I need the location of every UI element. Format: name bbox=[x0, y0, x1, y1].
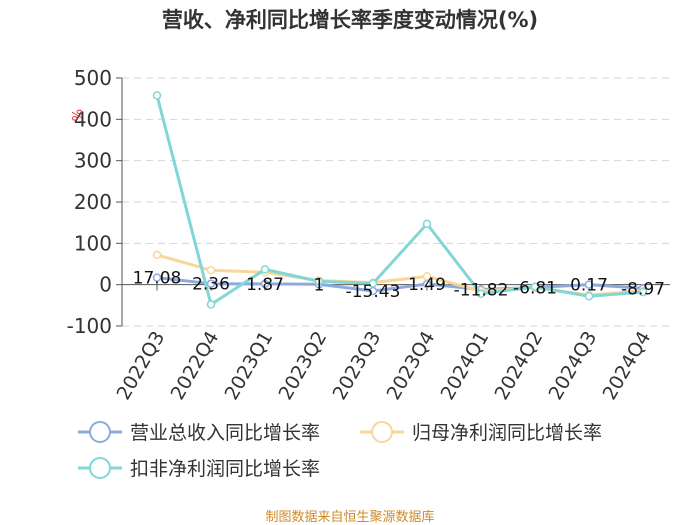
data-point bbox=[530, 282, 540, 291]
data-label: 2.36 bbox=[192, 275, 230, 295]
data-point bbox=[260, 279, 270, 289]
data-point bbox=[584, 280, 594, 289]
data-point bbox=[422, 219, 432, 229]
data-label: 17.08 bbox=[133, 269, 182, 289]
x-tick-label: 2022Q3 bbox=[113, 328, 170, 404]
data-label-layer: 17.08 2.36 1.87 1 -15.43 1.49 -11.82 -6.81 0.17-… bbox=[133, 269, 665, 302]
data-point bbox=[314, 277, 324, 286]
y-tick-label: 400 bbox=[74, 107, 112, 131]
data-point bbox=[476, 289, 486, 299]
legend-swatch-marker bbox=[89, 457, 111, 479]
y-tick-label: 0 bbox=[99, 273, 112, 297]
x-tick-label: 2023Q1 bbox=[221, 328, 278, 404]
data-label: 0.17 bbox=[570, 276, 608, 296]
y-tick-label: 200 bbox=[74, 190, 112, 214]
chart-title: 营收、净利同比增长率季度变动情况(%) bbox=[162, 8, 538, 32]
data-label: 1.49 bbox=[408, 275, 446, 295]
legend-swatch-marker bbox=[89, 421, 111, 443]
axis-layer: -10001002003004005002022Q32022Q42023Q120… bbox=[67, 66, 670, 404]
data-label: 1.87 bbox=[246, 275, 284, 295]
data-label: -15.43 bbox=[346, 282, 401, 302]
data-point bbox=[368, 279, 378, 288]
legend-swatch-marker bbox=[371, 421, 393, 443]
y-axis-unit-label: % bbox=[71, 109, 86, 121]
y-tick-label: 300 bbox=[74, 149, 112, 173]
grid-layer bbox=[122, 77, 670, 327]
legend-label: 扣非净利润同比增长率 bbox=[130, 458, 320, 480]
data-label: -6.81 bbox=[513, 278, 557, 298]
x-tick-label: 2024Q1 bbox=[437, 328, 494, 404]
legend-label: 归母净利润同比增长率 bbox=[412, 422, 602, 444]
x-tick-label: 2024Q3 bbox=[545, 328, 602, 404]
series-line-3 bbox=[155, 94, 644, 307]
series-line-1 bbox=[156, 276, 644, 293]
y-tick-label: 500 bbox=[74, 66, 112, 90]
legend-item: 扣非净利润同比增长率 bbox=[78, 457, 320, 480]
legend-item: 营业总收入同比增长率 bbox=[78, 421, 320, 444]
data-label: -11.82 bbox=[454, 281, 509, 301]
data-point bbox=[638, 287, 648, 297]
y-tick-label: 100 bbox=[74, 231, 112, 255]
data-point bbox=[206, 300, 216, 309]
legend-label: 营业总收入同比增长率 bbox=[130, 422, 320, 444]
data-point bbox=[260, 265, 270, 274]
data-point bbox=[152, 273, 162, 282]
x-tick-label: 2023Q2 bbox=[275, 328, 332, 404]
x-tick-label: 2024Q4 bbox=[599, 328, 656, 404]
x-tick-label: 2024Q2 bbox=[491, 328, 548, 404]
x-tick-label: 2023Q3 bbox=[329, 328, 386, 404]
data-point bbox=[584, 291, 594, 301]
source-note: 制图数据来自恒生聚源数据库 bbox=[265, 509, 434, 525]
data-point bbox=[422, 272, 432, 281]
x-tick-label: 2023Q4 bbox=[383, 328, 440, 404]
data-point bbox=[206, 265, 216, 275]
data-point bbox=[152, 250, 162, 260]
data-label: 1 bbox=[314, 275, 325, 295]
y-tick-label: -100 bbox=[67, 314, 112, 338]
series-layer bbox=[152, 91, 648, 309]
data-point bbox=[152, 91, 162, 100]
legend-item: 归母净利润同比增长率 bbox=[360, 421, 602, 444]
data-point bbox=[206, 279, 216, 288]
data-label: -8.97 bbox=[621, 279, 665, 299]
x-tick-label: 2022Q4 bbox=[167, 328, 224, 404]
